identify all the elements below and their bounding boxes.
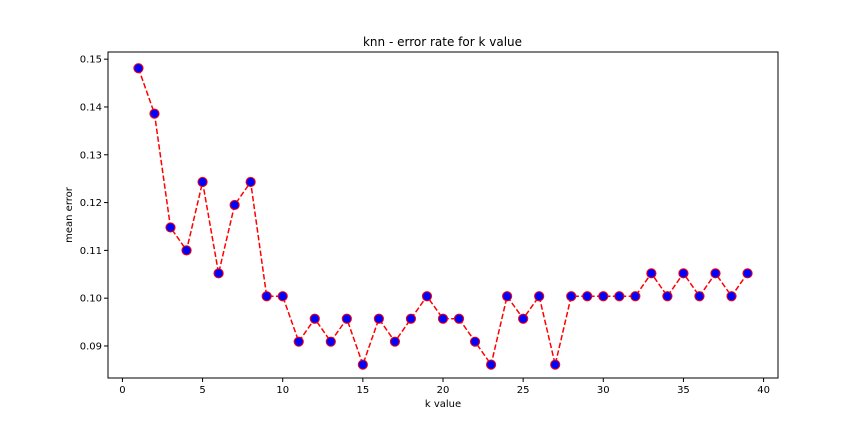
x-tick-label: 35 — [677, 385, 690, 396]
data-point — [598, 291, 609, 302]
data-point — [630, 291, 641, 302]
data-point — [453, 313, 465, 324]
y-tick-label: 0.12 — [80, 198, 102, 209]
data-point — [678, 268, 689, 279]
data-point — [165, 222, 176, 233]
data-point — [437, 313, 449, 324]
data-point — [277, 291, 288, 302]
data-point — [197, 176, 208, 188]
y-tick-label: 0.09 — [80, 341, 102, 352]
data-point — [389, 336, 401, 347]
data-point — [309, 313, 320, 324]
data-point — [485, 359, 497, 370]
y-tick-label: 0.13 — [80, 150, 102, 161]
data-point — [742, 268, 753, 279]
x-tick-label: 30 — [597, 385, 610, 396]
data-point — [293, 336, 304, 347]
data-point — [726, 291, 737, 302]
x-tick-label: 10 — [276, 385, 289, 396]
series-line — [137, 68, 749, 367]
y-tick-label: 0.10 — [80, 294, 102, 305]
data-point — [518, 313, 529, 324]
y-tick-label: 0.11 — [80, 246, 102, 257]
data-point — [373, 313, 384, 324]
x-tick-label: 20 — [437, 385, 450, 396]
x-axis-label: k value — [425, 399, 461, 410]
y-tick-label: 0.14 — [80, 102, 102, 113]
data-point — [421, 291, 433, 302]
x-tick-label: 0 — [119, 385, 125, 396]
data-point — [261, 291, 272, 302]
data-point — [694, 291, 705, 302]
data-point — [534, 291, 545, 302]
data-point — [710, 268, 721, 279]
data-point — [405, 313, 417, 324]
data-point — [341, 313, 352, 324]
y-axis-label: mean error — [64, 186, 75, 243]
x-tick-label: 5 — [199, 385, 205, 396]
data-point — [357, 359, 368, 370]
data-point — [614, 291, 625, 302]
y-tick-label: 0.15 — [80, 55, 102, 66]
data-point — [245, 176, 256, 188]
data-point — [469, 336, 481, 347]
data-point — [229, 199, 240, 211]
data-point — [325, 336, 336, 347]
plot-area — [133, 63, 753, 370]
x-tick-label: 25 — [517, 385, 530, 396]
data-point — [550, 359, 561, 370]
data-point — [149, 108, 160, 119]
data-point — [582, 291, 593, 302]
x-tick-label: 40 — [757, 385, 770, 396]
chart-title: knn - error rate for k value — [363, 35, 522, 49]
data-point — [566, 291, 577, 302]
x-tick-label: 15 — [356, 385, 369, 396]
data-point — [181, 245, 192, 256]
data-point — [646, 268, 657, 279]
data-point — [133, 63, 144, 74]
data-point — [213, 268, 224, 279]
data-point — [502, 291, 513, 302]
data-point — [662, 291, 673, 302]
